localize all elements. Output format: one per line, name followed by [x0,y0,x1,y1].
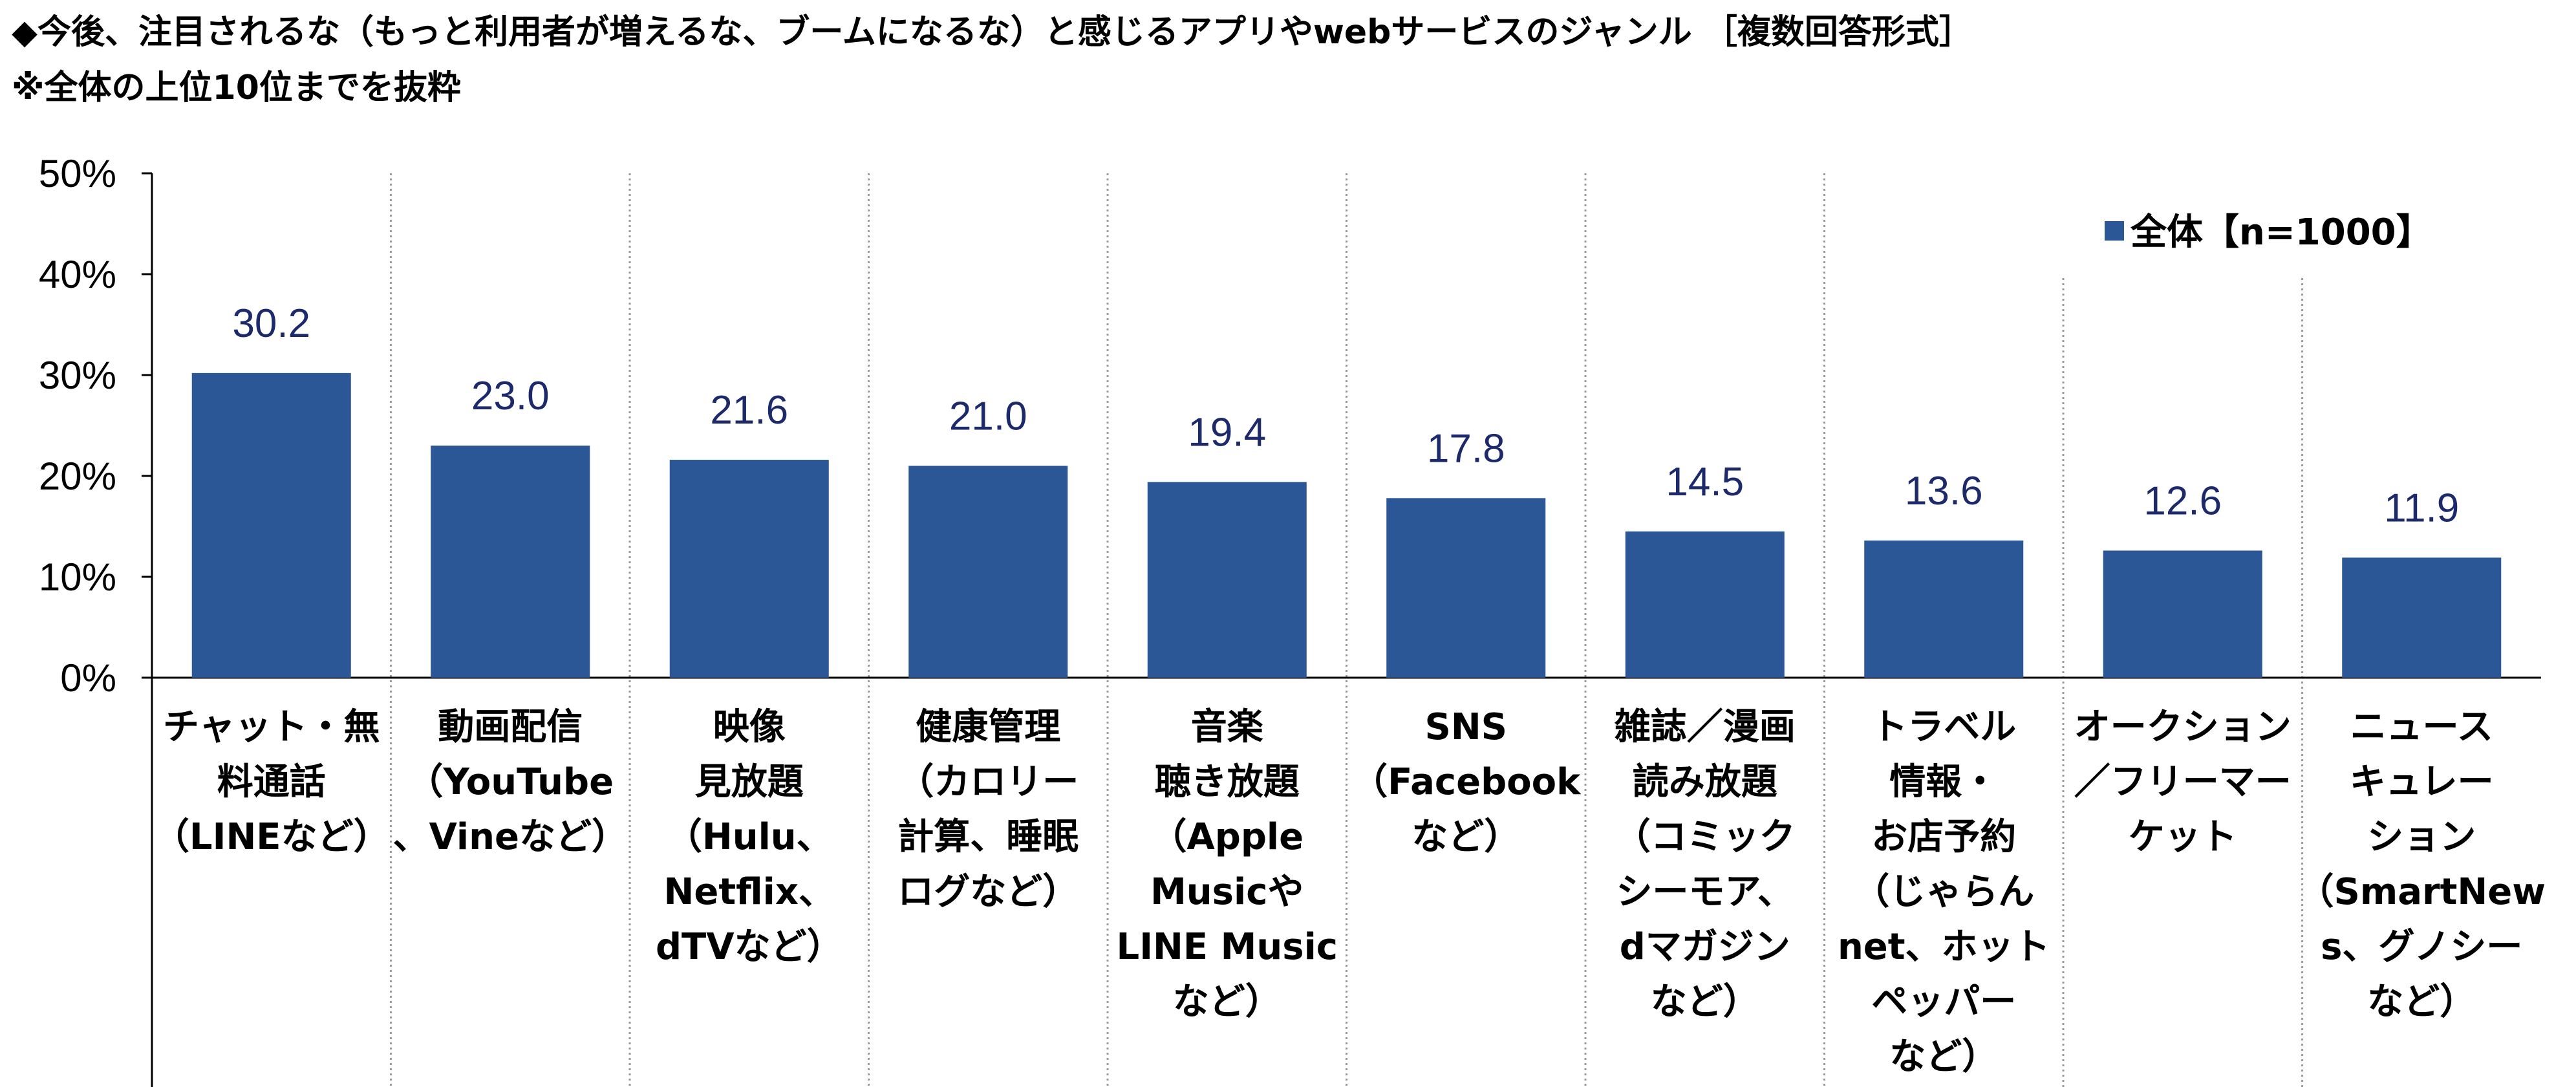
chart-title: ◆今後、注目されるな（もっと利用者が増えるな、ブームになるな）と感じるアプリやw… [12,13,1973,52]
category-label: （Apple [1150,816,1304,858]
category-label: ログなど） [897,871,1079,913]
category-label: オークション [2074,706,2292,748]
category-label: 健康管理 [916,706,1060,748]
category-label: ／フリーマー [2074,761,2292,803]
category-label: など） [1651,981,1759,1023]
category-label: SNS [1424,706,1507,748]
category-label: など） [2367,981,2476,1023]
y-tick-label: 20% [39,455,116,498]
category-label: dマガジン [1620,926,1790,968]
category-label: 読み放題 [1633,761,1777,803]
data-label: 17.8 [1427,426,1505,471]
bar [431,446,590,678]
category-label: お店予約 [1871,816,2016,858]
category-label: s、グノシー [2321,926,2522,968]
category-label: ション [2367,816,2476,858]
category-label: キュレー [2350,761,2494,803]
category-label: ペッパー [1871,981,2016,1023]
bar [908,466,1068,678]
category-label: dTVなど） [656,926,843,968]
category-label: LINE Music [1117,926,1338,968]
data-label: 11.9 [2384,486,2459,530]
category-label: 映像 [713,706,786,748]
bar [2342,557,2502,678]
data-label: 19.4 [1188,410,1266,455]
legend-label: 全体【n=1000】 [2130,211,2432,253]
category-label: （Hulu、 [666,816,833,858]
bar [1147,482,1307,678]
category-label: 料通話 [217,761,326,803]
category-label: ニュース [2350,706,2493,748]
category-label: net、ホット [1838,926,2050,968]
y-tick-label: 50% [39,152,116,195]
bar [1625,531,1785,678]
category-label: 計算、睡眠 [897,816,1079,858]
category-label: など） [1173,981,1282,1023]
category-label: 見放題 [695,761,804,803]
category-label: など） [1889,1036,1998,1078]
category-label: シーモア、 [1616,871,1794,913]
category-label: （じゃらん [1853,871,2034,913]
data-label: 13.6 [1905,469,1983,513]
category-label: （コミック [1615,816,1796,858]
category-label: （SmartNew [2298,871,2546,913]
data-label: 30.2 [232,301,310,346]
data-label: 21.6 [710,388,788,433]
category-label: 聴き放題 [1155,761,1300,803]
category-label: （カロリー [897,761,1079,803]
y-tick-label: 10% [39,555,116,599]
data-label: 14.5 [1666,460,1744,504]
category-label: 動画配信 [438,706,583,748]
data-label: 12.6 [2143,479,2222,523]
category-label: Netflix、 [664,871,835,913]
category-label: 雑誌／漫画 [1614,706,1796,748]
y-tick-label: 0% [60,656,116,700]
category-label: ケット [2129,816,2237,858]
category-label: 音楽 [1191,706,1263,748]
category-label: トラベル [1871,706,2016,748]
data-label: 23.0 [471,374,550,418]
category-label: Musicや [1150,871,1304,913]
category-label: 情報・ [1889,761,1998,803]
bar [1864,540,2024,678]
bar [669,460,829,678]
legend-swatch [2105,221,2124,241]
y-tick-label: 40% [39,253,116,296]
category-label: （Facebook [1351,761,1582,803]
category-label: （YouTube [407,761,614,803]
chart-subtitle: ※全体の上位10位までを抜粋 [12,69,461,107]
category-label: 、Vineなど） [393,816,628,858]
y-tick-label: 30% [39,354,116,397]
bar [2103,550,2262,678]
category-label: （LINEなど） [153,816,390,858]
category-label: チャット・無 [163,706,380,748]
category-label: など） [1411,816,1520,858]
data-label: 21.0 [949,394,1027,438]
bar [191,372,351,678]
bar [1386,498,1546,678]
